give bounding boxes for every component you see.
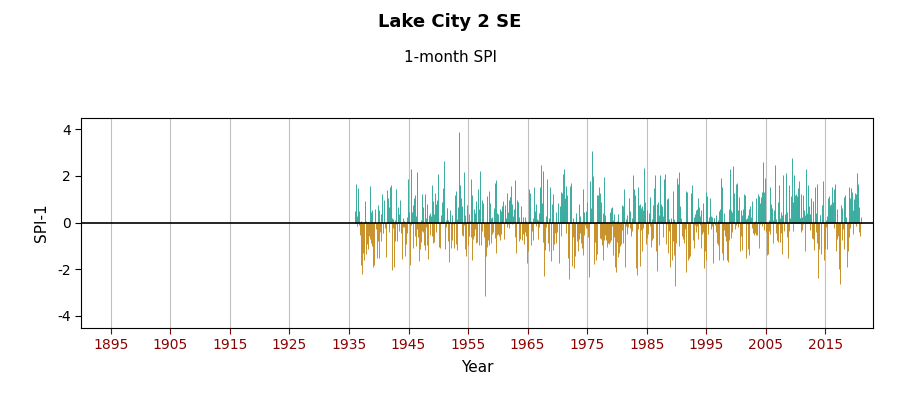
- Text: 1-month SPI: 1-month SPI: [403, 50, 497, 66]
- Y-axis label: SPI-1: SPI-1: [33, 203, 49, 242]
- Text: Lake City 2 SE: Lake City 2 SE: [378, 13, 522, 31]
- X-axis label: Year: Year: [461, 360, 493, 375]
